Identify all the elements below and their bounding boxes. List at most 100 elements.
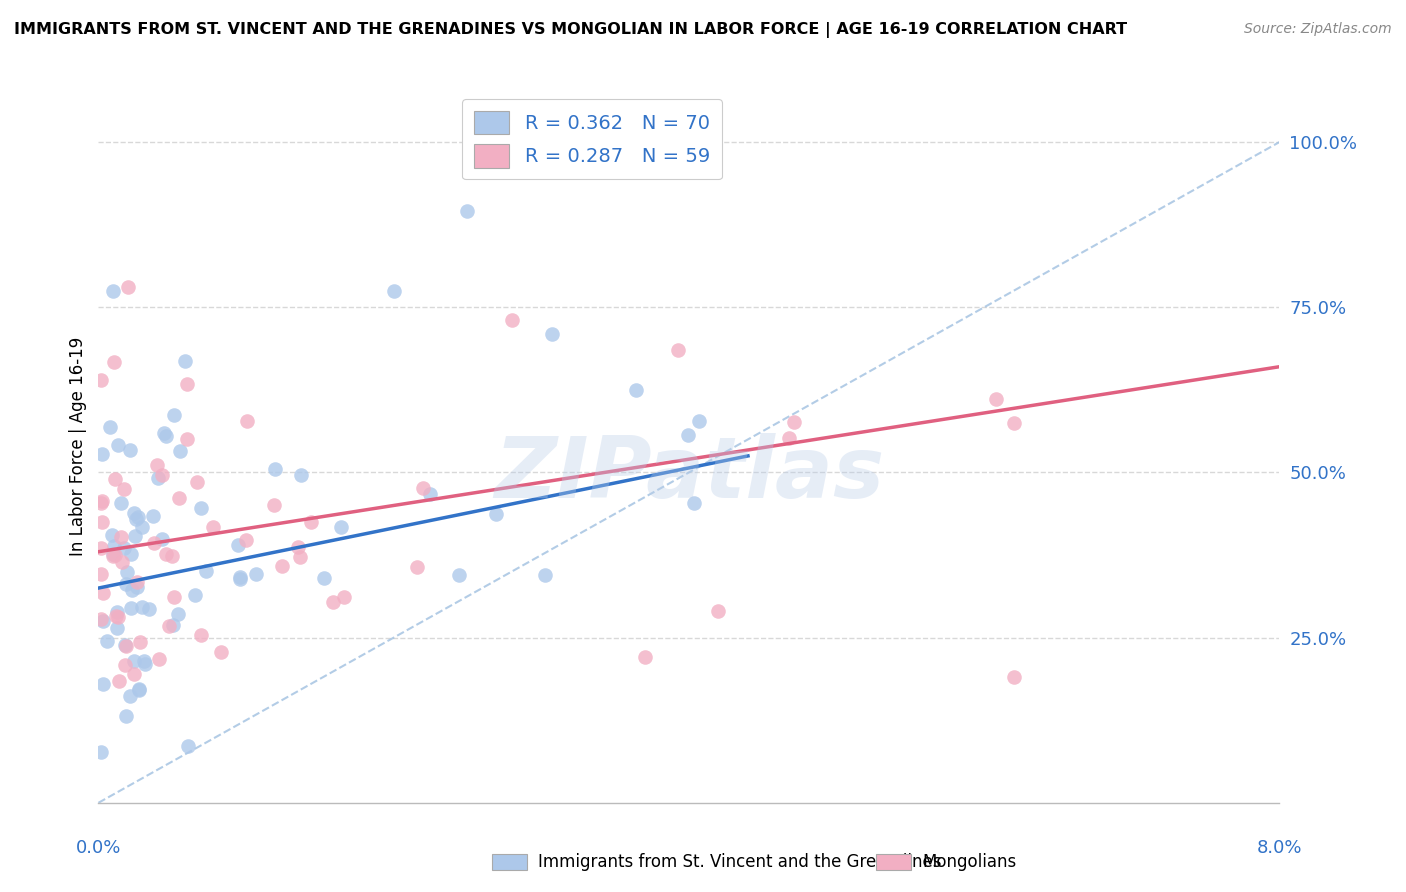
Point	[678, 427, 700, 442]
Point	[128, 683, 150, 698]
Point	[229, 572, 252, 586]
Point	[120, 689, 142, 703]
Point	[226, 538, 249, 552]
Point	[114, 657, 136, 672]
Point	[447, 567, 470, 582]
Point	[127, 510, 149, 524]
Point	[98, 419, 121, 434]
Point	[90, 373, 112, 387]
Text: Mongolians: Mongolians	[922, 853, 1017, 871]
Point	[105, 605, 128, 619]
Point	[235, 533, 257, 548]
Point	[176, 432, 198, 446]
Point	[245, 566, 267, 581]
Point	[142, 509, 165, 524]
Point	[91, 585, 114, 599]
Point	[1002, 670, 1025, 684]
Point	[124, 529, 146, 543]
Point	[115, 640, 138, 654]
Text: ZIPatlas: ZIPatlas	[494, 433, 884, 516]
Point	[322, 595, 344, 609]
Point	[91, 515, 114, 529]
Point	[190, 628, 212, 642]
Point	[209, 645, 232, 659]
Point	[633, 650, 655, 665]
Point	[125, 575, 148, 590]
Point	[91, 614, 114, 628]
Point	[128, 681, 150, 696]
Point	[155, 429, 177, 443]
Point	[534, 568, 557, 582]
Point	[541, 326, 564, 341]
Point	[148, 652, 170, 666]
Point	[101, 527, 124, 541]
Point	[90, 612, 112, 626]
Point	[412, 481, 434, 495]
Point	[683, 496, 706, 510]
Point	[90, 566, 112, 581]
Point	[194, 565, 217, 579]
Point	[707, 604, 730, 618]
Point	[176, 376, 198, 391]
Point	[169, 491, 191, 506]
Point	[688, 414, 710, 428]
Point	[91, 677, 114, 691]
Point	[114, 709, 136, 723]
Point	[163, 409, 186, 423]
Point	[271, 558, 294, 573]
Point	[110, 555, 132, 569]
Point	[783, 415, 806, 429]
Text: Immigrants from St. Vincent and the Grenadines: Immigrants from St. Vincent and the Gren…	[538, 853, 942, 871]
Point	[107, 621, 129, 635]
Point	[112, 541, 135, 556]
Point	[90, 541, 112, 555]
Point	[115, 576, 138, 591]
Text: IMMIGRANTS FROM ST. VINCENT AND THE GRENADINES VS MONGOLIAN IN LABOR FORCE | AGE: IMMIGRANTS FROM ST. VINCENT AND THE GREN…	[14, 22, 1128, 38]
Point	[312, 571, 335, 585]
Point	[146, 471, 169, 485]
Point	[90, 745, 112, 759]
Point	[142, 536, 165, 550]
Point	[120, 601, 142, 615]
Point	[183, 588, 205, 602]
Point	[288, 549, 311, 564]
Text: 8.0%: 8.0%	[1257, 839, 1302, 857]
Point	[152, 426, 174, 441]
Point	[131, 520, 153, 534]
Point	[124, 511, 146, 525]
Point	[264, 462, 287, 476]
Point	[108, 673, 131, 688]
Point	[103, 354, 125, 368]
Point	[125, 580, 148, 594]
Point	[103, 284, 125, 298]
Point	[104, 609, 127, 624]
Point	[186, 475, 208, 490]
Point	[90, 496, 112, 510]
Text: 0.0%: 0.0%	[76, 839, 121, 857]
Point	[101, 549, 124, 563]
Legend: R = 0.362   N = 70, R = 0.287   N = 59: R = 0.362 N = 70, R = 0.287 N = 59	[463, 99, 721, 179]
Point	[96, 634, 118, 648]
Point	[117, 280, 139, 294]
Point	[101, 548, 124, 562]
Point	[485, 507, 508, 521]
Point	[110, 496, 132, 510]
Point	[91, 447, 114, 461]
Point	[778, 431, 800, 445]
Point	[107, 610, 129, 624]
Point	[624, 383, 647, 397]
Point	[299, 516, 322, 530]
Point	[107, 438, 129, 452]
Point	[160, 549, 183, 564]
Point	[382, 284, 405, 298]
Point	[405, 559, 427, 574]
Point	[287, 540, 309, 554]
Point	[155, 547, 177, 561]
Point	[122, 506, 145, 520]
Point	[263, 498, 285, 512]
Point	[235, 414, 257, 428]
Point	[114, 638, 136, 652]
Point	[104, 549, 127, 563]
Point	[1002, 416, 1025, 430]
Point	[177, 739, 200, 754]
